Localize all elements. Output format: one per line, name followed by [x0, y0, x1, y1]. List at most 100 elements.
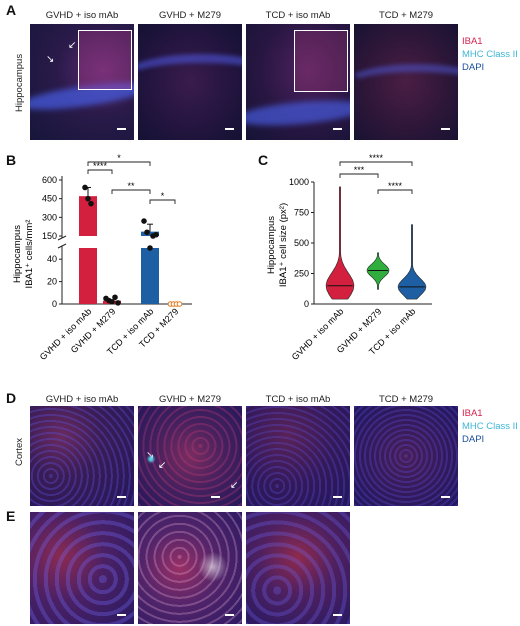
panel-b-bar-chart: Hippocampus IBA1⁺ cells/mm² 150 300 450 600…: [12, 153, 192, 362]
data-point: [115, 300, 121, 306]
scale-bar: [441, 496, 450, 498]
y-tick-label: 450: [42, 194, 57, 204]
arrow-icon: ↘: [46, 54, 55, 65]
significance-bracket: [87, 169, 113, 174]
x-tick-label: GVHD + iso mAb: [290, 306, 346, 362]
significance-bracket: [339, 161, 413, 166]
significance-label: ****: [93, 161, 108, 171]
scale-bar: [117, 614, 126, 616]
data-point: [88, 200, 94, 207]
violin: [325, 186, 355, 300]
y-tick-label: 20: [47, 277, 57, 287]
scale-bar: [117, 128, 126, 130]
cortex-zoom-micrograph-gvhd-m279: [138, 512, 242, 624]
panel-d-col-label-4: TCD + M279: [378, 394, 434, 405]
significance-bracket: [377, 189, 413, 194]
data-point: [153, 231, 159, 238]
significance-bracket: [149, 199, 176, 204]
panel-a-col-label-1: GVHD + iso mAb: [45, 10, 119, 21]
panel-d-col-label-1: GVHD + iso mAb: [45, 394, 119, 405]
scale-bar: [333, 614, 342, 616]
violin: [397, 224, 427, 300]
legend-iba1: IBA1: [462, 36, 483, 47]
panel-a-col-label-3: TCD + iso mAb: [265, 10, 331, 21]
y-tick-label: 500: [294, 238, 309, 248]
significance-label: **: [127, 181, 135, 191]
violin: [366, 252, 390, 290]
significance-label: ****: [388, 181, 403, 191]
scale-bar: [333, 128, 342, 130]
panel-a-col-label-2: GVHD + M279: [158, 10, 222, 21]
cortex-micrograph-gvhd-m279: ↘ ↙ ↙: [138, 406, 242, 506]
cortex-zoom-micrograph-gvhd-iso: [30, 512, 134, 624]
significance-bracket: [87, 161, 151, 166]
data-point: [112, 294, 118, 301]
panel-e-letter: E: [6, 508, 16, 524]
legend-mhc: MHC Class II: [462, 421, 518, 432]
arrow-icon: ↘: [146, 450, 154, 461]
y-tick-label: 150: [42, 231, 57, 241]
hippocampus-micrograph-gvhd-m279: [138, 24, 242, 140]
panel-b-ylabel-2: IBA1⁺ cells/mm²: [24, 220, 35, 289]
scale-bar: [211, 496, 220, 498]
bar: [141, 231, 159, 236]
significance-label: ****: [369, 153, 384, 163]
data-point: [109, 298, 115, 305]
panel-d-col-label-3: TCD + iso mAb: [265, 394, 331, 405]
y-tick-label: 1000: [289, 177, 309, 187]
significance-bracket: [339, 173, 379, 178]
legend-dapi: DAPI: [462, 62, 485, 73]
y-tick-label: 300: [42, 212, 57, 222]
scale-bar: [225, 614, 234, 616]
panel-c-letter: C: [258, 152, 269, 168]
significance-bracket: [111, 189, 151, 194]
panel-d-col-label-2: GVHD + M279: [158, 394, 222, 405]
y-tick-label: 750: [294, 208, 309, 218]
hippocampus-micrograph-gvhd-iso: ↘ ↙: [30, 24, 134, 140]
cortex-micrograph-gvhd-iso: [30, 406, 134, 506]
legend-dapi: DAPI: [462, 434, 485, 445]
y-tick-label: 0: [52, 299, 57, 309]
data-point: [85, 195, 91, 202]
hippocampus-micrograph-tcd-iso: [246, 24, 350, 140]
y-tick-label: 0: [304, 299, 309, 309]
panel-c-ylabel-1: Hippocampus: [266, 216, 277, 274]
panel-a-letter: A: [6, 2, 17, 18]
significance-label: ***: [354, 165, 365, 175]
panel-c-violin-chart: Hippocampus IBA1⁺ cell size (px²) 0 250 50…: [266, 153, 432, 362]
arrow-icon: ↙: [158, 460, 167, 471]
data-point: [82, 184, 88, 191]
y-tick-label: 600: [42, 175, 57, 185]
data-point: [141, 218, 147, 224]
panel-c-ylabel-2: IBA1⁺ cell size (px²): [278, 203, 289, 287]
significance-label: *: [117, 153, 121, 163]
arrow-icon: ↙: [230, 480, 239, 491]
bar-lower-segment: [141, 248, 159, 304]
legend-mhc: MHC Class II: [462, 49, 518, 60]
scale-bar: [117, 496, 126, 498]
panel-b-letter: B: [6, 152, 17, 168]
data-point: [176, 301, 183, 307]
cortex-zoom-micrograph-tcd-iso: [246, 512, 350, 624]
data-point: [144, 229, 150, 236]
panel-d-letter: D: [6, 390, 17, 406]
panel-b-ylabel-1: Hippocampus: [12, 225, 23, 283]
axis-break-mark: [57, 243, 67, 249]
panel-d-region-label: Cortex: [14, 438, 25, 466]
arrow-icon: ↙: [68, 40, 77, 51]
cortex-micrograph-tcd-m279: [354, 406, 458, 506]
bar-lower-segment: [79, 248, 97, 304]
y-tick-label: 250: [294, 269, 309, 279]
panel-a-region-label: Hippocampus: [14, 53, 25, 112]
hippocampus-micrograph-tcd-m279: [354, 24, 458, 140]
scale-bar: [225, 128, 234, 130]
legend-iba1: IBA1: [462, 408, 483, 419]
y-tick-label: 40: [47, 254, 57, 264]
bar: [79, 196, 97, 236]
cortex-micrograph-tcd-iso: [246, 406, 350, 506]
data-point: [147, 245, 153, 251]
scale-bar: [333, 496, 342, 498]
axis-break-mark: [57, 235, 67, 241]
significance-label: *: [161, 191, 165, 201]
scale-bar: [441, 128, 450, 130]
